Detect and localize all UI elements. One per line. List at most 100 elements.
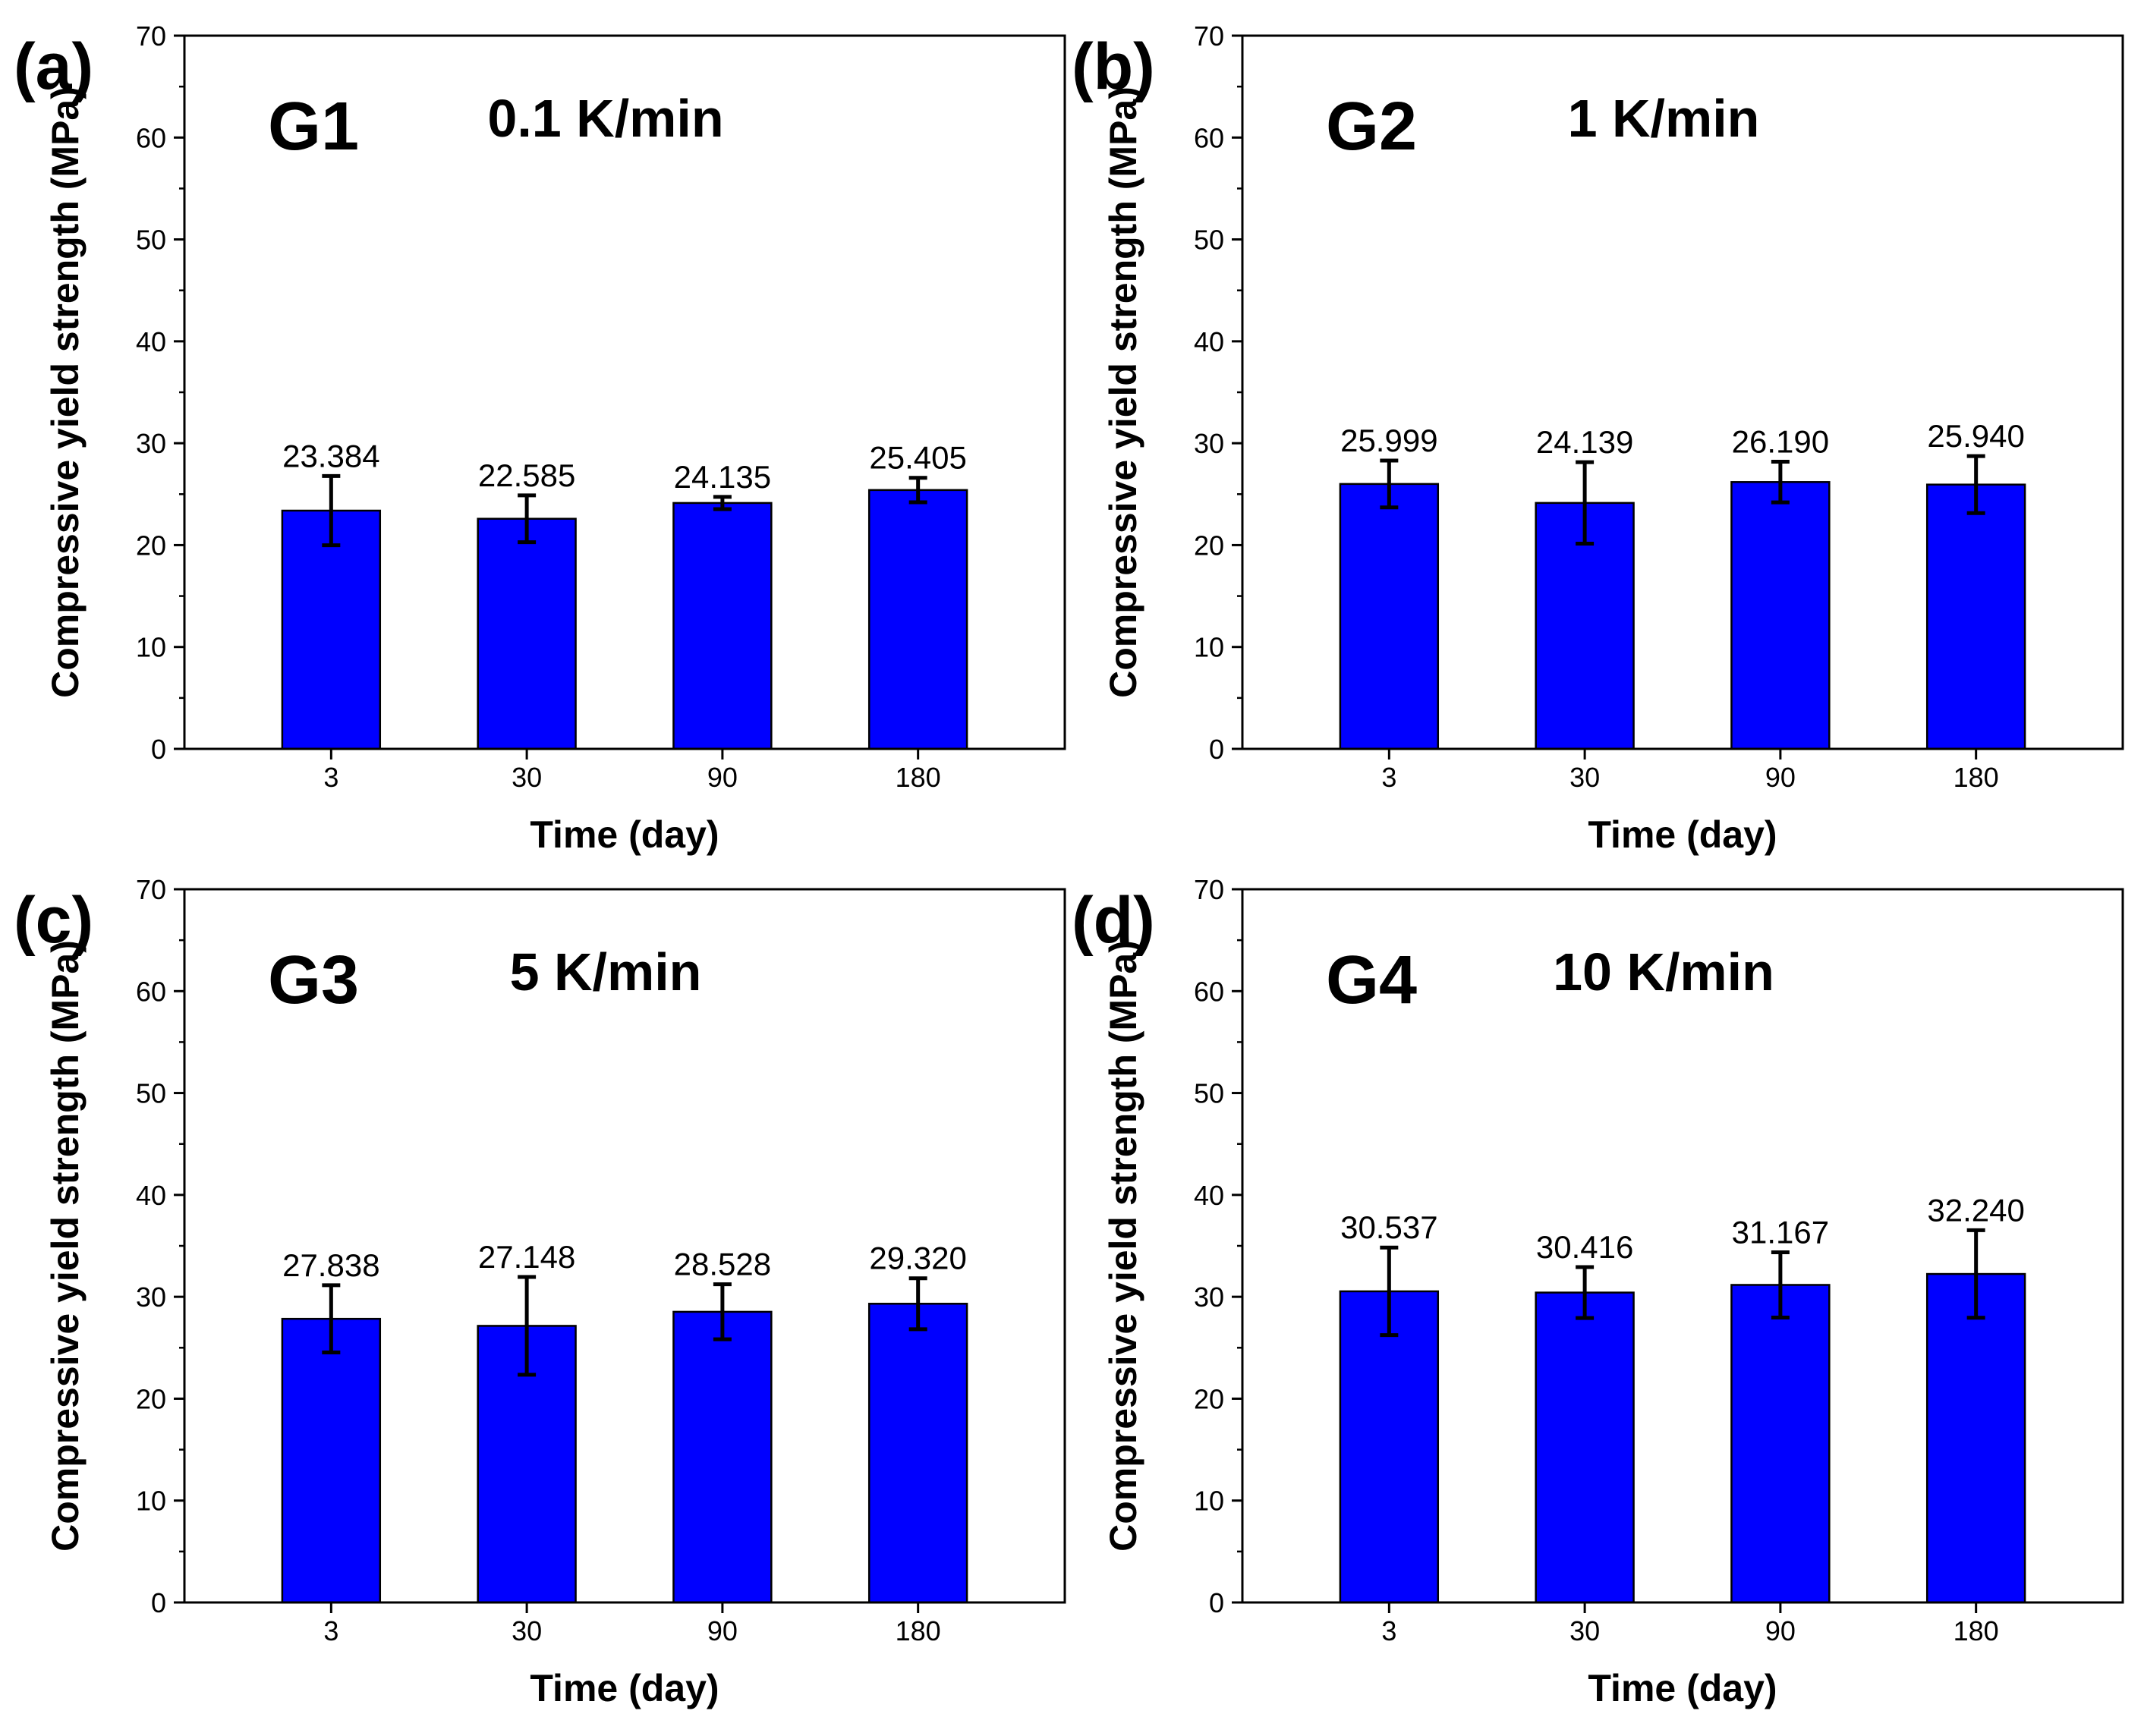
error-bar-90 [1771, 459, 1790, 505]
bar-90 [672, 1310, 773, 1604]
y-tick-label: 50 [1194, 225, 1224, 256]
y-tick-label: 20 [1194, 530, 1224, 561]
bar-30 [1535, 1291, 1635, 1604]
bar-180 [867, 489, 968, 750]
x-tick-label-90: 90 [1765, 762, 1796, 793]
rate-label: 5 K/min [510, 942, 702, 1002]
value-label-3: 27.838 [282, 1247, 379, 1283]
error-bar-180 [1966, 1228, 1985, 1320]
value-label-180: 25.405 [869, 440, 966, 476]
y-tick-label: 60 [136, 122, 166, 153]
x-tick-label-90: 90 [707, 1615, 738, 1646]
x-tick-label-30: 30 [512, 762, 542, 793]
y-tick-label: 10 [136, 1486, 166, 1517]
y-tick-label: 0 [1209, 734, 1224, 765]
y-tick-label: 70 [1194, 874, 1224, 905]
group-label: G1 [268, 89, 359, 165]
error-bar-180 [908, 476, 927, 505]
bar-30 [477, 517, 577, 750]
error-bar-90 [1771, 1250, 1790, 1319]
error-bar-30 [1576, 460, 1595, 546]
error-bar-30 [1576, 1265, 1595, 1320]
x-tick-label-180: 180 [896, 1615, 941, 1646]
y-axis-title: Compressive yield strength (MPa) [1102, 940, 1144, 1552]
y-axis-title: Compressive yield strength (MPa) [44, 940, 87, 1552]
group-label: G2 [1326, 89, 1417, 165]
value-label-30: 27.148 [478, 1239, 575, 1275]
panel-letter: (d) [1072, 884, 1155, 957]
error-bar-90 [713, 495, 732, 511]
y-tick-label: 30 [1194, 1282, 1224, 1313]
chart-panel-2: 25.999 24.139 26.190 25.940 0 10 20 30 40 50 60 70 3… [1072, 20, 2124, 856]
value-label-3: 23.384 [282, 438, 379, 473]
value-label-30: 30.416 [1536, 1229, 1633, 1265]
y-tick-label: 50 [136, 1078, 166, 1109]
value-label-90: 28.528 [674, 1247, 771, 1282]
y-tick-label: 40 [1194, 1180, 1224, 1211]
value-label-180: 32.240 [1927, 1192, 2024, 1228]
y-tick-label: 0 [151, 1587, 166, 1618]
group-label: G4 [1326, 942, 1417, 1018]
y-tick-label: 70 [136, 874, 166, 905]
group-label: G3 [268, 942, 359, 1018]
y-tick-label: 60 [1194, 976, 1224, 1007]
y-tick-label: 30 [136, 1282, 166, 1313]
y-tick-label: 20 [1194, 1383, 1224, 1414]
value-label-90: 31.167 [1732, 1215, 1829, 1250]
y-tick-label: 40 [136, 1180, 166, 1211]
x-tick-label-30: 30 [1569, 762, 1600, 793]
panel-letter: (c) [14, 884, 93, 957]
x-axis-title: Time (day) [530, 813, 719, 856]
y-tick-label: 70 [1194, 20, 1224, 52]
error-bar-180 [1966, 454, 1985, 515]
y-tick-label: 60 [136, 976, 166, 1007]
bar-180 [1925, 483, 2026, 750]
bar-90 [1730, 481, 1831, 750]
bar-3 [281, 1317, 382, 1604]
value-label-180: 29.320 [869, 1241, 966, 1276]
y-tick-label: 0 [151, 734, 166, 765]
chart-panel-4: 30.537 30.416 31.167 32.240 0 10 20 30 40 50 60 70 3… [1072, 874, 2124, 1709]
error-bar-3 [1380, 458, 1399, 510]
error-bar-3 [1380, 1245, 1399, 1338]
x-tick-label-3: 3 [1381, 1615, 1396, 1646]
x-tick-label-3: 3 [323, 1615, 338, 1646]
value-label-90: 24.135 [674, 459, 771, 495]
y-tick-label: 70 [136, 20, 166, 52]
x-tick-label-30: 30 [512, 1615, 542, 1646]
y-tick-label: 0 [1209, 1587, 1224, 1618]
x-tick-label-180: 180 [1954, 1615, 1999, 1646]
y-tick-label: 30 [1194, 428, 1224, 459]
value-label-90: 26.190 [1732, 423, 1829, 459]
y-tick-label: 60 [1194, 122, 1224, 153]
x-axis-title: Time (day) [530, 1667, 719, 1709]
y-tick-label: 50 [136, 225, 166, 256]
panel-letter: (a) [14, 30, 93, 103]
y-tick-label: 10 [136, 632, 166, 663]
y-axis-title: Compressive yield strength (MPa) [44, 86, 87, 698]
bar-90 [672, 502, 773, 750]
y-tick-label: 50 [1194, 1078, 1224, 1109]
y-tick-label: 20 [136, 530, 166, 561]
x-tick-label-3: 3 [1381, 762, 1396, 793]
panel-letter: (b) [1072, 30, 1155, 103]
value-label-3: 30.537 [1340, 1209, 1437, 1245]
y-tick-label: 20 [136, 1383, 166, 1414]
value-label-180: 25.940 [1927, 418, 2024, 454]
error-bar-30 [518, 493, 537, 545]
chart-panel-3: 27.838 27.148 28.528 29.320 0 10 20 30 40 50 60 70 3… [14, 874, 1066, 1709]
y-tick-label: 10 [1194, 1486, 1224, 1517]
rate-label: 10 K/min [1553, 942, 1774, 1002]
bar-180 [867, 1303, 968, 1604]
rate-label: 0.1 K/min [487, 89, 723, 148]
rate-label: 1 K/min [1568, 89, 1760, 148]
x-tick-label-30: 30 [1569, 1615, 1600, 1646]
bar-3 [281, 509, 382, 750]
y-tick-label: 10 [1194, 632, 1224, 663]
chart-panel-1: 23.384 22.585 24.135 25.405 0 10 20 30 40 50 60 70 3… [14, 20, 1066, 856]
x-tick-label-90: 90 [707, 762, 738, 793]
x-tick-label-90: 90 [1765, 1615, 1796, 1646]
value-label-30: 22.585 [478, 458, 575, 493]
error-bar-3 [322, 473, 341, 548]
